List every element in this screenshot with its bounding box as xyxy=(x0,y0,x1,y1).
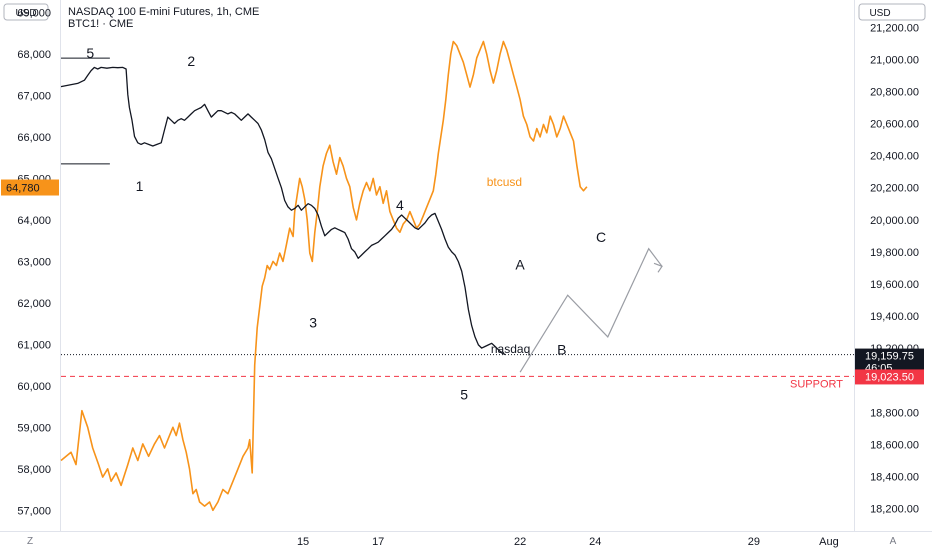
series-layer xyxy=(60,40,663,512)
series-name-label: btcusd xyxy=(487,175,522,189)
time-axis-ticks: 15 17 22 24 29 Aug xyxy=(297,536,839,548)
time-tick-label: 22 xyxy=(514,536,526,548)
left-tick-label: 62,000 xyxy=(17,298,51,310)
left-currency-label: USD xyxy=(15,8,36,19)
left-tick-label: 57,000 xyxy=(17,505,51,517)
left-tick-label: 69,000 xyxy=(17,7,51,19)
right-tick-label: 19,600.00 xyxy=(870,279,919,291)
left-tick-label: 61,000 xyxy=(17,339,51,351)
right-support-price-bg xyxy=(855,369,924,385)
wave-label: 3 xyxy=(309,314,317,330)
right-tick-label: 18,200.00 xyxy=(870,504,919,516)
left-tick-label: 60,000 xyxy=(17,381,51,393)
time-tick-label: 29 xyxy=(748,536,760,548)
right-tick-label: 20,400.00 xyxy=(870,151,919,163)
time-tick-label: 17 xyxy=(372,536,384,548)
projection-path xyxy=(519,247,663,373)
wave-label: C xyxy=(596,229,606,245)
right-tick-label: 18,600.00 xyxy=(870,439,919,451)
right-currency-button[interactable]: USD xyxy=(858,3,926,21)
left-tick-label: 59,000 xyxy=(17,422,51,434)
time-tick-label: Aug xyxy=(819,536,839,548)
wave-label: 5 xyxy=(460,386,468,402)
left-tick-label: 63,000 xyxy=(17,256,51,268)
wave-label: A xyxy=(515,257,525,273)
right-tick-label: 21,200.00 xyxy=(870,22,919,34)
wave-label: 5 xyxy=(86,45,94,61)
right-tick-label: 18,400.00 xyxy=(870,471,919,483)
right-tick-label: 20,600.00 xyxy=(870,119,919,131)
left-tick-label: 58,000 xyxy=(17,464,51,476)
left-corner-label: Z xyxy=(27,536,33,547)
wave-label: 4 xyxy=(396,197,404,213)
time-tick-label: 24 xyxy=(589,536,601,548)
chart-title: NASDAQ 100 E-mini Futures, 1h, CME xyxy=(68,6,259,18)
left-currency-box xyxy=(3,3,49,21)
left-tick-label: 66,000 xyxy=(17,132,51,144)
projection-arrowhead xyxy=(653,262,663,273)
right-tick-label: 20,800.00 xyxy=(870,86,919,98)
right-tick-label: 21,000.00 xyxy=(870,54,919,66)
left-current-value-bg xyxy=(1,179,59,196)
reference-lines xyxy=(61,57,854,377)
left-tick-label: 68,000 xyxy=(17,49,51,61)
right-tick-label: 19,400.00 xyxy=(870,311,919,323)
right-tick-label: 20,200.00 xyxy=(870,183,919,195)
right-tick-label: 18,800.00 xyxy=(870,407,919,419)
right-axis-ticks: 21,200.00 21,000.00 20,800.00 20,600.00 20,4… xyxy=(870,22,919,515)
wave-label: 1 xyxy=(136,178,144,194)
support-label: SUPPORT xyxy=(790,378,843,390)
right-tick-label: 19,800.00 xyxy=(870,247,919,259)
time-tick-label: 15 xyxy=(297,536,309,548)
right-tick-label: 20,000.00 xyxy=(870,215,919,227)
left-current-value-text: 64,780 xyxy=(6,183,40,195)
wave-label: 2 xyxy=(187,53,195,69)
left-currency-button[interactable]: USD xyxy=(3,3,49,21)
right-currency-box xyxy=(858,3,926,21)
chart-subtitle: BTC1! · CME xyxy=(68,18,133,30)
series-name-label: nasdaq xyxy=(491,342,530,356)
left-current-value-badge: 64,780 xyxy=(1,179,59,196)
right-corner-label: A xyxy=(890,536,897,547)
timezone-button[interactable]: Z xyxy=(27,536,33,547)
right-support-price-text: 19,023.50 xyxy=(865,371,914,383)
left-tick-label: 64,000 xyxy=(17,215,51,227)
right-currency-label: USD xyxy=(869,8,890,19)
auto-scale-button[interactable]: A xyxy=(890,536,897,547)
right-support-price-badge: 19,023.50 xyxy=(855,369,924,385)
left-tick-label: 67,000 xyxy=(17,90,51,102)
wave-label: B xyxy=(557,342,566,358)
series-line-btcusd xyxy=(60,40,588,512)
right-current-price-text: 19,159.75 xyxy=(865,351,914,363)
series-line-nasdaq xyxy=(60,66,506,356)
